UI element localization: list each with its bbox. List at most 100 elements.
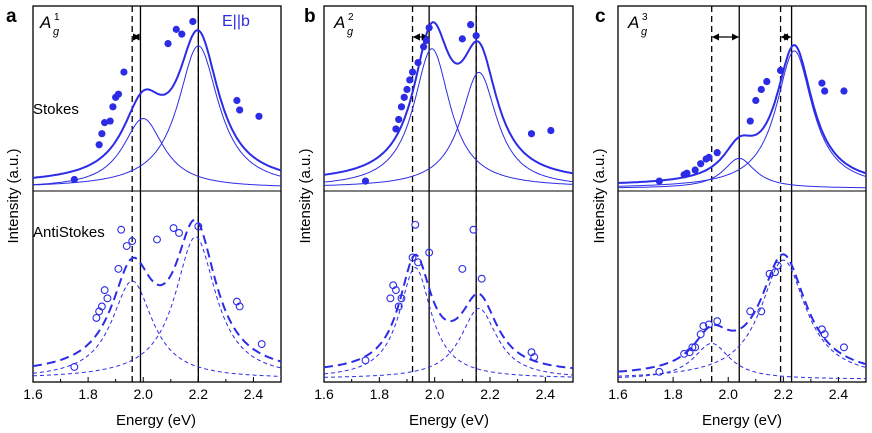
panel-b-stokes-component-1 xyxy=(323,48,574,185)
panel-c-antistokes-point xyxy=(746,307,755,316)
panel-a-antistokes-point xyxy=(97,302,106,311)
panel-a-antistokes-point xyxy=(153,235,161,244)
panel-a-mode-sub: g xyxy=(53,26,60,38)
panel-a-xlabel: Energy (eV) xyxy=(116,412,196,429)
panel-b-stokes-point xyxy=(458,35,466,43)
panel-c-antistokes-point xyxy=(820,330,829,339)
panel-b-stokes-point xyxy=(400,93,408,101)
panel-a-antistokes-point xyxy=(103,294,112,303)
panel-b-antistokes-point xyxy=(414,258,423,267)
panel-b-stokes-point xyxy=(403,85,411,94)
panel-b-antistokes-point xyxy=(391,286,400,295)
panel-a-antistokes-point xyxy=(100,286,109,295)
panel-a-xtick-label: 2.4 xyxy=(244,386,264,402)
panel-b-stokes-point xyxy=(425,24,433,32)
panel-c-stokes-point xyxy=(757,85,765,94)
panel-a-xtick-label: 1.8 xyxy=(78,386,98,402)
panel-c-xtick-label: 2.0 xyxy=(718,386,738,402)
panel-b-xlabel: Energy (eV) xyxy=(409,412,489,429)
panel-b-xtick-label: 1.8 xyxy=(370,386,390,402)
panel-a-stokes-point xyxy=(101,119,109,127)
panel-b-stokes-point xyxy=(392,125,400,133)
panel-c-plot: 1.6 1.8 2.0 2.2 2.4 xyxy=(608,5,867,402)
panel-c-antistokes-point xyxy=(773,261,782,270)
panel-a-antistokes-point xyxy=(114,264,123,273)
panel-b-antistokes-point xyxy=(394,302,403,311)
panel-b-stokes-point xyxy=(420,43,428,51)
panel-c-antistokes-point xyxy=(713,317,722,326)
panel-a-antistokes-label: AntiStokes xyxy=(33,224,105,241)
panel-a-frame xyxy=(32,5,282,383)
panel-c-stokes-point xyxy=(776,66,785,75)
panel-b-stokes-point xyxy=(547,126,555,135)
panel-a-mode-base: A xyxy=(39,13,51,32)
panel-a-stokes-point xyxy=(178,30,186,38)
panel-b-stokes-point xyxy=(472,32,480,40)
panel-a-antistokes-point xyxy=(235,302,244,311)
panel-c-xtick-label: 2.2 xyxy=(774,386,794,402)
panel-c-antistokes-point xyxy=(688,343,697,352)
panel-b-antistokes-point xyxy=(458,264,467,273)
panel-c-stokes-point xyxy=(691,166,699,174)
panel-b-stokes-point xyxy=(527,130,536,138)
panel-c-antistokes-point xyxy=(840,343,848,352)
panel-b-antistokes-point xyxy=(469,225,478,234)
panel-b-stokes-point xyxy=(397,103,406,111)
panel-c-stokes-component-2 xyxy=(617,50,867,187)
panel-a-plot: 1.6 1.8 2.0 2.2 2.4 xyxy=(23,5,282,402)
panel-b-xtick-label: 2.4 xyxy=(536,386,556,402)
panel-b-xtick-label: 2.0 xyxy=(425,386,445,402)
panel-a-antistokes-fit xyxy=(32,218,282,368)
panel-c-xtick-label: 1.8 xyxy=(663,386,683,402)
panel-b-antistokes-component-2 xyxy=(324,307,574,378)
panel-a-antistokes-point xyxy=(70,362,79,371)
panel-c-antistokes-point xyxy=(757,307,766,316)
panel-a-stokes-fit xyxy=(32,29,282,179)
panel-c-mode-sup: 3 xyxy=(642,12,648,23)
panel-a-ylabel: Intensity (a.u.) xyxy=(5,148,22,243)
panel-c-stokes-point xyxy=(705,153,713,161)
panel-b-stokes-point xyxy=(406,76,414,84)
panel-a-stokes-point xyxy=(164,40,172,48)
panel-c-stokes-fit xyxy=(617,44,867,184)
panel-b-mode-sub: g xyxy=(347,26,354,38)
panel-a-mode-sup: 1 xyxy=(54,12,60,23)
panel-a-antistokes-point xyxy=(194,222,203,231)
panel-b-mode-base: A xyxy=(333,13,345,32)
panel-b-stokes-component-2 xyxy=(324,71,574,186)
panel-b-stokes-point xyxy=(414,58,422,67)
panel-c-stokes-point xyxy=(752,96,760,105)
panel-c-antistokes-point xyxy=(771,268,780,277)
panel-b: b A g 2 Intensity (a.u.) Energy (eV) 1.6… xyxy=(297,5,574,429)
panel-c-antistokes-point xyxy=(699,322,708,331)
panel-c-antistokes-point xyxy=(704,320,713,329)
panel-a-stokes-point xyxy=(233,96,241,105)
panel-a-stokes-point xyxy=(106,117,114,125)
panel-a-stokes-point xyxy=(95,141,103,149)
panel-c: c A g 3 Intensity (a.u.) Energy (eV) 1.6… xyxy=(591,5,867,429)
panel-b-antistokes-point xyxy=(477,274,486,283)
panel-c-stokes-point xyxy=(746,117,754,125)
panel-c-label: c xyxy=(595,6,606,27)
panel-c-stokes-point xyxy=(821,87,829,95)
panel-a-stokes-point xyxy=(172,25,180,33)
panel-b-antistokes-point xyxy=(530,353,539,362)
panel-a-stokes-point xyxy=(70,175,78,184)
panel-a-label: a xyxy=(6,6,17,27)
panel-b-antistokes-point xyxy=(408,253,417,262)
panel-a-antistokes-point xyxy=(257,340,266,349)
panel-a-antistokes-point xyxy=(128,237,137,246)
panel-a-polarization: E||b xyxy=(222,13,250,30)
panel-c-antistokes-point xyxy=(691,343,700,352)
panel-b-frame xyxy=(323,5,574,383)
panel-b-antistokes-point xyxy=(425,248,434,257)
panel-a-stokes-point xyxy=(120,68,128,76)
panel-a-stokes-component-1 xyxy=(32,117,282,187)
panel-a-stokes-point xyxy=(114,90,123,98)
panel-a-antistokes-point xyxy=(92,313,101,322)
panel-c-xlabel: Energy (eV) xyxy=(702,412,782,429)
panel-b-stokes-point xyxy=(408,68,417,76)
panel-a-stokes-point xyxy=(189,17,197,26)
panel-a-antistokes-point xyxy=(122,242,131,250)
